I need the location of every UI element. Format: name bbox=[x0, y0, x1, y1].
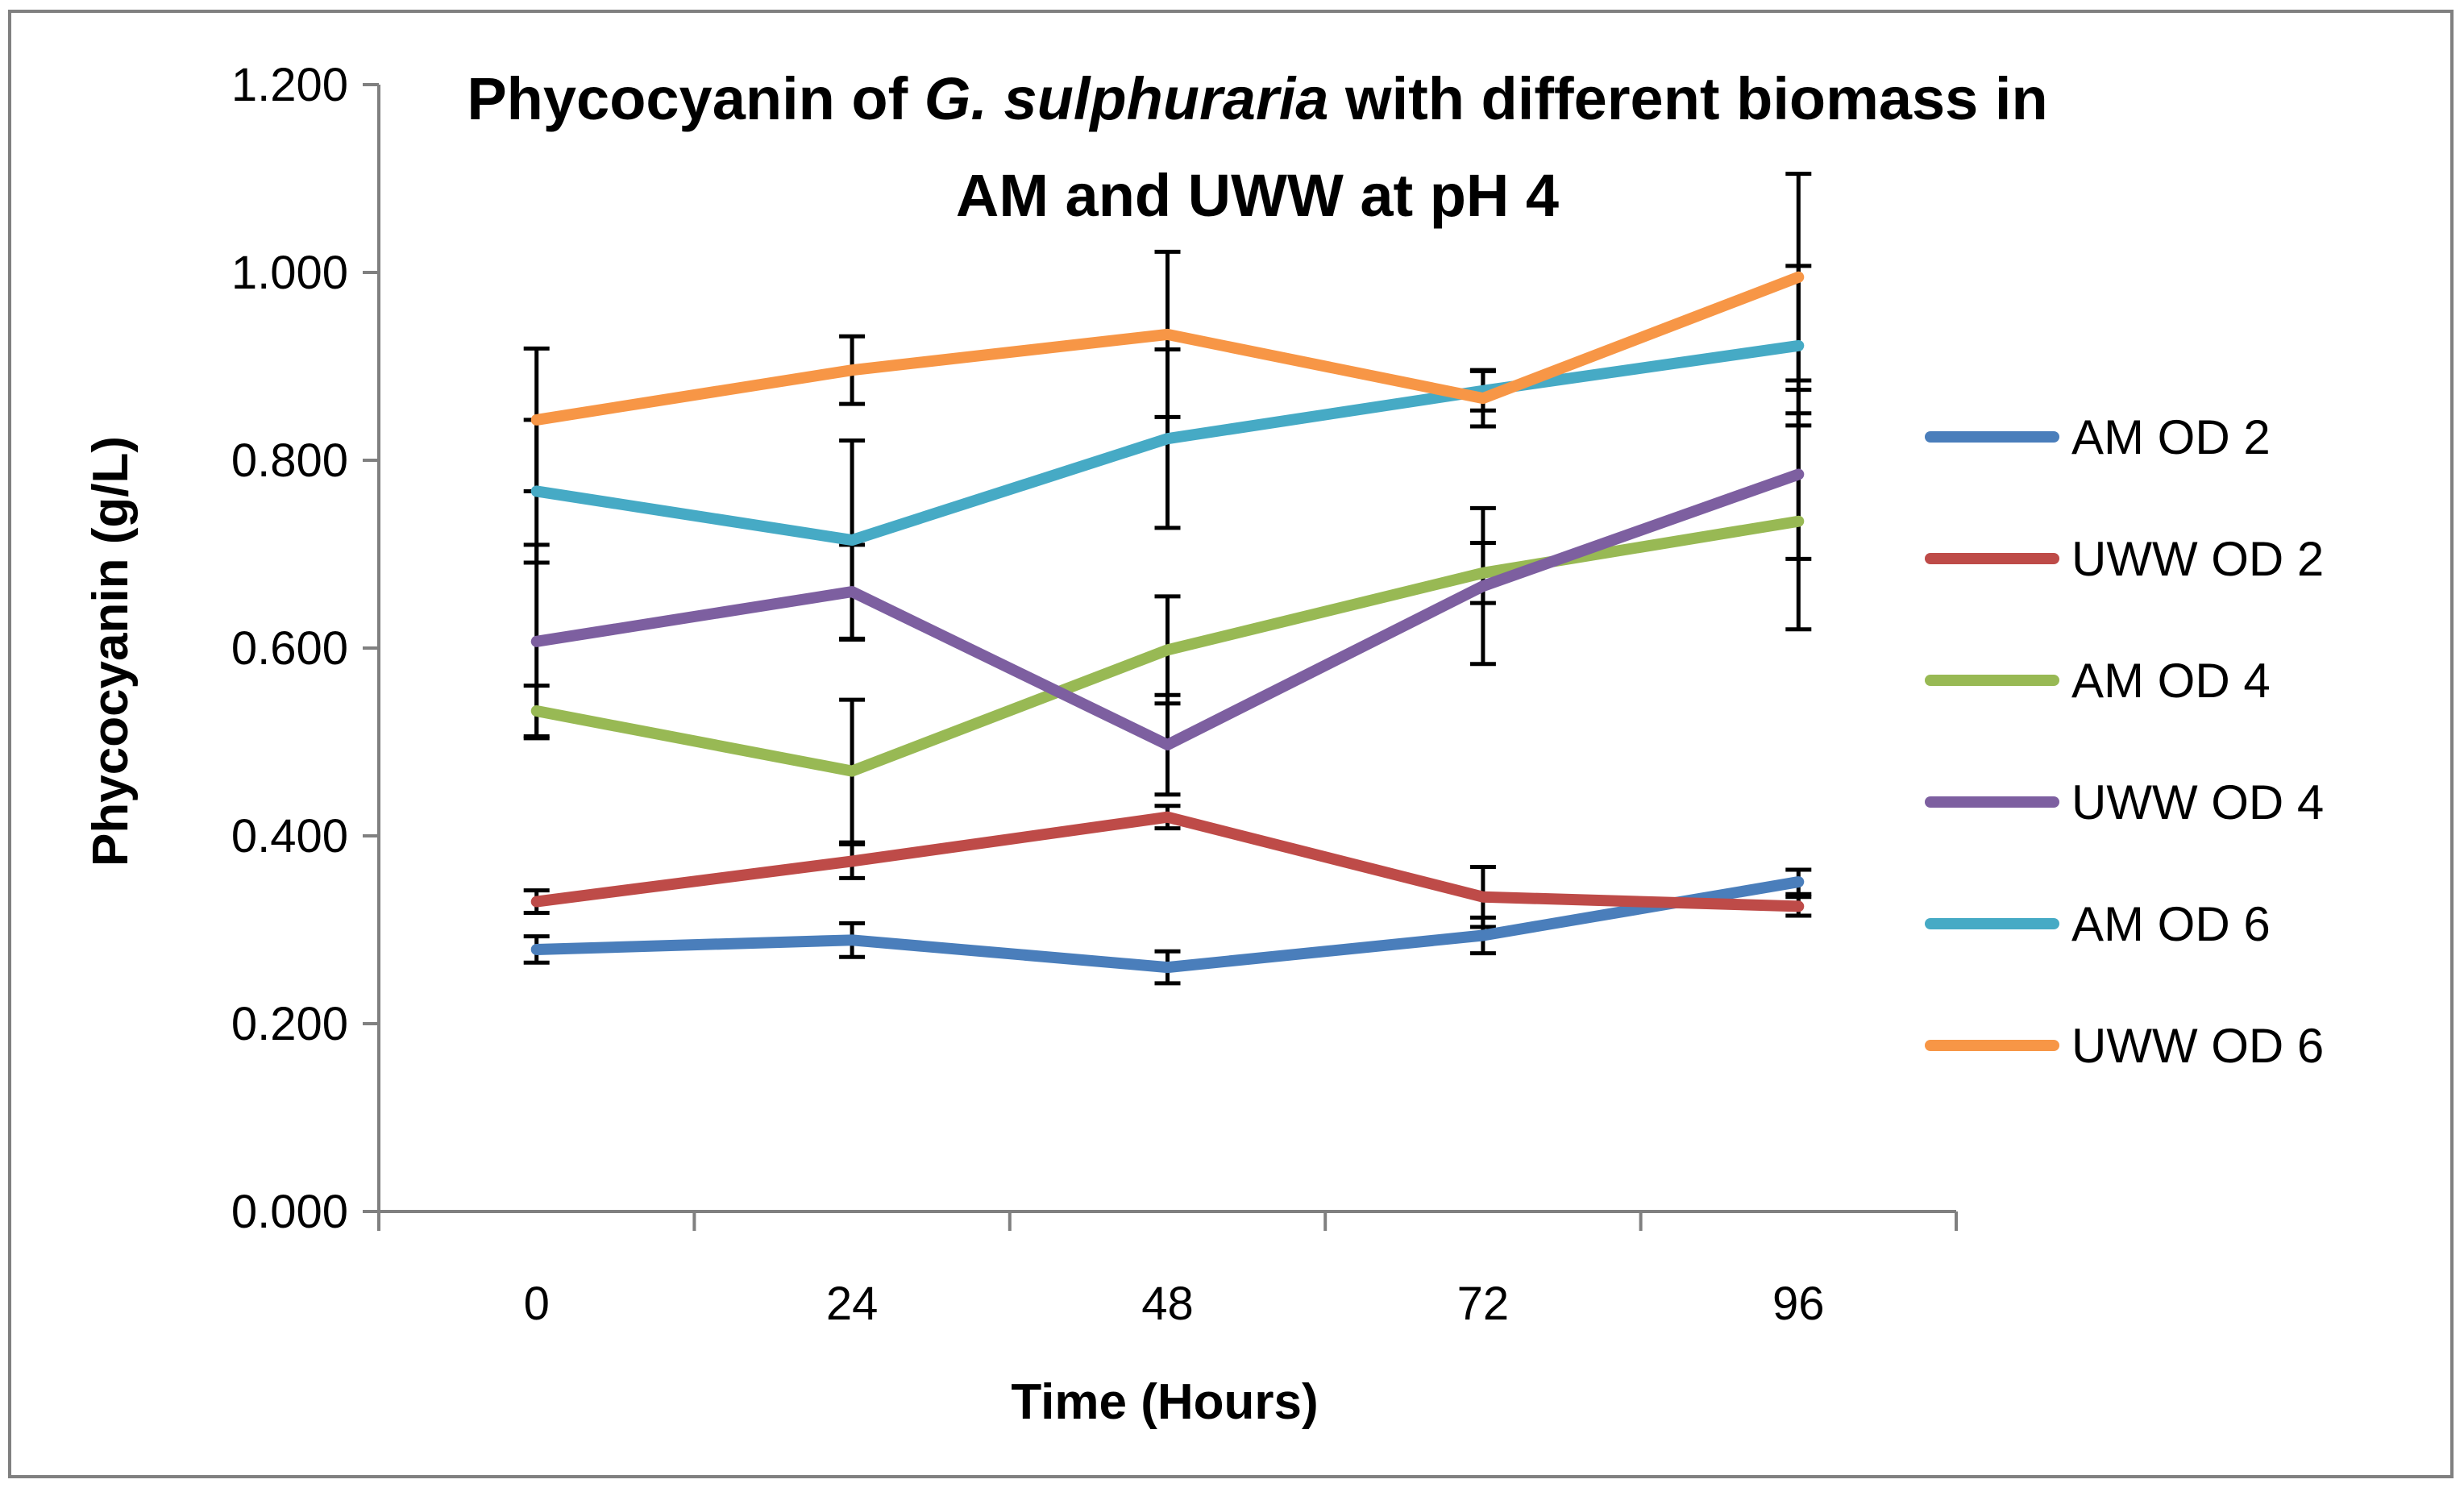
legend-label: AM OD 4 bbox=[2071, 654, 2271, 708]
legend: AM OD 2 UWW OD 2 AM OD 4 UWW OD 4 AM OD 6 UWW… bbox=[1925, 410, 2324, 1073]
y-tick-label: 0.400 bbox=[231, 810, 348, 862]
x-tick-label: 48 bbox=[1141, 1278, 1194, 1330]
chart-title-line-1: Phycocyanin of G. sulphuraria with diffe… bbox=[467, 65, 2047, 132]
y-tick-label: 0.600 bbox=[231, 622, 348, 675]
legend-label: AM OD 2 bbox=[2071, 410, 2271, 464]
legend-item: AM OD 6 bbox=[1925, 897, 2271, 951]
series-line-am-od-2 bbox=[530, 876, 1805, 974]
series-line-am-od-4 bbox=[530, 515, 1805, 777]
y-axis: 0.000 0.200 0.400 0.600 0.800 1.000 1.200 bbox=[231, 59, 380, 1238]
legend-item: UWW OD 6 bbox=[1925, 1019, 2324, 1073]
legend-item: AM OD 4 bbox=[1925, 654, 2271, 708]
chart-title-line-2: AM and UWW at pH 4 bbox=[956, 162, 1559, 229]
series-line-uww-od-4 bbox=[530, 468, 1805, 750]
y-tick-label: 0.200 bbox=[231, 998, 348, 1050]
legend-item: AM OD 2 bbox=[1925, 410, 2271, 464]
y-tick-label: 0.000 bbox=[231, 1186, 348, 1238]
legend-label: UWW OD 6 bbox=[2071, 1019, 2324, 1073]
x-axis-title: Time (Hours) bbox=[1011, 1374, 1318, 1430]
y-tick-label: 1.200 bbox=[231, 59, 348, 111]
legend-item: UWW OD 4 bbox=[1925, 775, 2324, 829]
legend-label: UWW OD 4 bbox=[2071, 775, 2324, 829]
chart-border bbox=[8, 10, 2454, 1478]
y-tick-label: 0.800 bbox=[231, 434, 348, 487]
series-line-am-od-6 bbox=[530, 339, 1805, 547]
legend-label: UWW OD 2 bbox=[2071, 532, 2324, 586]
series-line-uww-od-2 bbox=[530, 811, 1805, 912]
x-tick-label: 96 bbox=[1772, 1278, 1825, 1330]
legend-item: UWW OD 2 bbox=[1925, 532, 2324, 586]
y-axis-title: Phycocyanin (g/L) bbox=[83, 436, 139, 867]
x-tick-label: 0 bbox=[524, 1278, 550, 1330]
x-tick-label: 24 bbox=[826, 1278, 879, 1330]
x-axis: 0 24 48 72 96 bbox=[377, 1210, 1958, 1330]
y-tick-label: 1.000 bbox=[231, 247, 348, 299]
series-lines bbox=[530, 271, 1805, 974]
series-line-uww-od-6 bbox=[530, 271, 1805, 426]
legend-label: AM OD 6 bbox=[2071, 897, 2271, 951]
x-tick-label: 72 bbox=[1457, 1278, 1510, 1330]
